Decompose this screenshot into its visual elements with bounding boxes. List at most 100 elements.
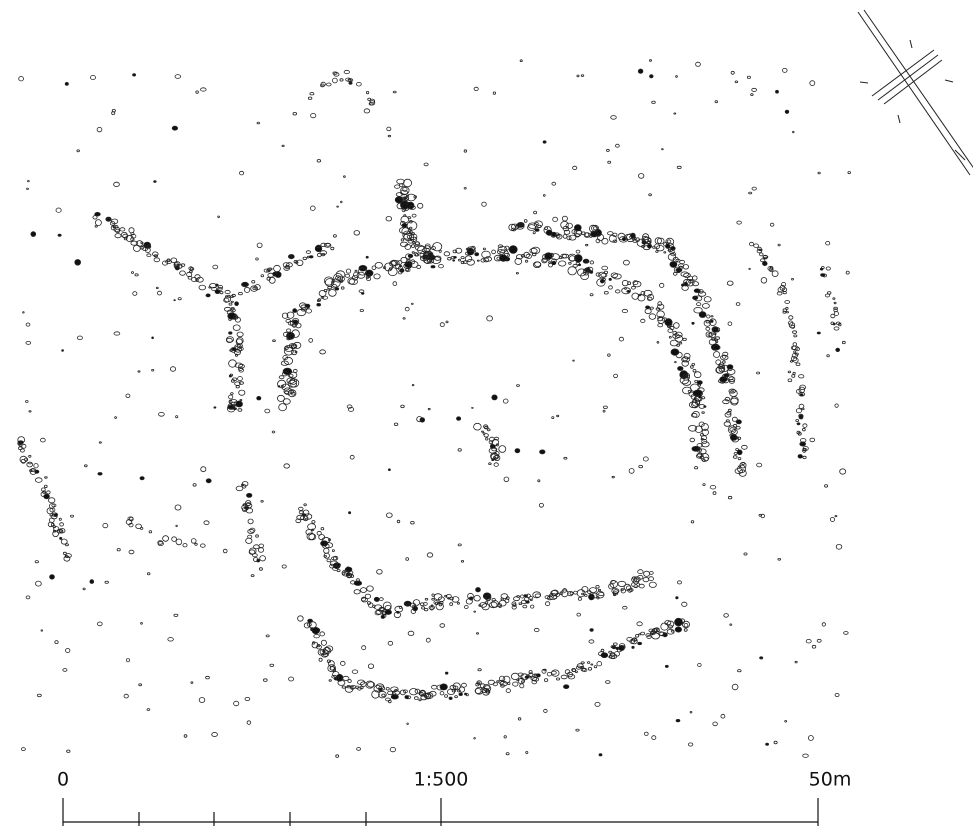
stone bbox=[129, 228, 134, 233]
stone bbox=[657, 341, 659, 343]
stone bbox=[477, 682, 480, 684]
stone bbox=[614, 374, 618, 378]
stone bbox=[568, 267, 577, 275]
stone bbox=[684, 273, 691, 277]
arrow-line bbox=[884, 60, 942, 104]
stone bbox=[344, 70, 349, 73]
stone bbox=[95, 225, 97, 227]
stone bbox=[176, 539, 182, 545]
stone bbox=[343, 676, 349, 680]
stone bbox=[683, 380, 691, 385]
stone bbox=[225, 290, 230, 293]
stone bbox=[664, 252, 666, 253]
stone bbox=[669, 336, 671, 338]
stone bbox=[293, 309, 297, 313]
stone bbox=[487, 429, 490, 431]
stone bbox=[131, 241, 138, 245]
stone bbox=[650, 307, 653, 309]
stone bbox=[448, 257, 451, 260]
stone bbox=[561, 221, 569, 228]
stone bbox=[544, 679, 547, 682]
stone bbox=[608, 354, 611, 356]
stone bbox=[364, 109, 370, 113]
stone bbox=[229, 375, 231, 377]
stone bbox=[298, 616, 304, 621]
stone bbox=[492, 459, 494, 461]
stone bbox=[77, 336, 82, 340]
stone bbox=[350, 455, 354, 459]
stone bbox=[590, 629, 593, 632]
stone bbox=[333, 235, 336, 238]
stone bbox=[526, 601, 529, 603]
stone bbox=[352, 670, 358, 674]
stone bbox=[60, 523, 64, 526]
stone bbox=[212, 732, 218, 736]
stone bbox=[736, 303, 740, 306]
stone bbox=[414, 697, 418, 700]
stone bbox=[314, 635, 320, 638]
stone bbox=[497, 250, 504, 255]
stone bbox=[105, 581, 109, 583]
stone bbox=[327, 559, 331, 562]
stone bbox=[532, 253, 536, 256]
stone bbox=[656, 246, 664, 251]
stone bbox=[464, 150, 467, 152]
stone bbox=[671, 349, 679, 355]
stone bbox=[483, 248, 485, 250]
page: {"scale_bar": {"start_label": "0", "rati… bbox=[0, 0, 973, 826]
stone bbox=[238, 409, 242, 412]
site-plan: 0 1:500 50m bbox=[0, 0, 973, 826]
stone bbox=[247, 721, 251, 725]
stone bbox=[374, 597, 379, 601]
stone bbox=[530, 248, 537, 253]
stone bbox=[487, 316, 493, 321]
stone bbox=[730, 435, 737, 441]
arrow-tick bbox=[945, 80, 953, 82]
stone bbox=[282, 565, 286, 568]
stone bbox=[204, 521, 209, 525]
stone bbox=[710, 485, 716, 489]
stone bbox=[387, 127, 391, 131]
stone bbox=[450, 603, 453, 606]
stone bbox=[715, 337, 719, 340]
stone bbox=[84, 465, 87, 467]
stone bbox=[622, 238, 625, 241]
stone bbox=[114, 332, 120, 335]
stone bbox=[22, 444, 26, 448]
stone bbox=[445, 595, 447, 597]
stone bbox=[817, 639, 821, 642]
stone bbox=[785, 721, 787, 723]
stone bbox=[385, 610, 392, 615]
stone bbox=[201, 88, 207, 91]
stone bbox=[238, 292, 242, 294]
stone bbox=[488, 680, 494, 684]
stone bbox=[466, 694, 468, 696]
stone bbox=[26, 323, 30, 326]
stone bbox=[810, 81, 815, 86]
stone bbox=[269, 268, 272, 270]
stone bbox=[677, 581, 681, 584]
stone bbox=[390, 747, 395, 751]
stone bbox=[317, 531, 321, 535]
stone bbox=[757, 463, 762, 467]
stone bbox=[65, 82, 68, 85]
stone bbox=[652, 101, 656, 103]
stone bbox=[618, 581, 626, 586]
stone bbox=[668, 250, 670, 252]
stone bbox=[359, 290, 364, 293]
stone bbox=[703, 484, 705, 486]
stone bbox=[239, 390, 245, 395]
stone bbox=[650, 75, 654, 78]
stone bbox=[440, 323, 444, 327]
stone bbox=[704, 297, 711, 302]
stone bbox=[332, 550, 334, 552]
stone bbox=[237, 332, 243, 337]
stone bbox=[321, 528, 324, 530]
stone bbox=[147, 709, 150, 711]
stone bbox=[377, 570, 383, 575]
stone bbox=[147, 573, 150, 575]
stone bbox=[320, 350, 326, 354]
stone bbox=[190, 268, 194, 271]
stone bbox=[97, 127, 102, 131]
stone bbox=[50, 575, 55, 579]
